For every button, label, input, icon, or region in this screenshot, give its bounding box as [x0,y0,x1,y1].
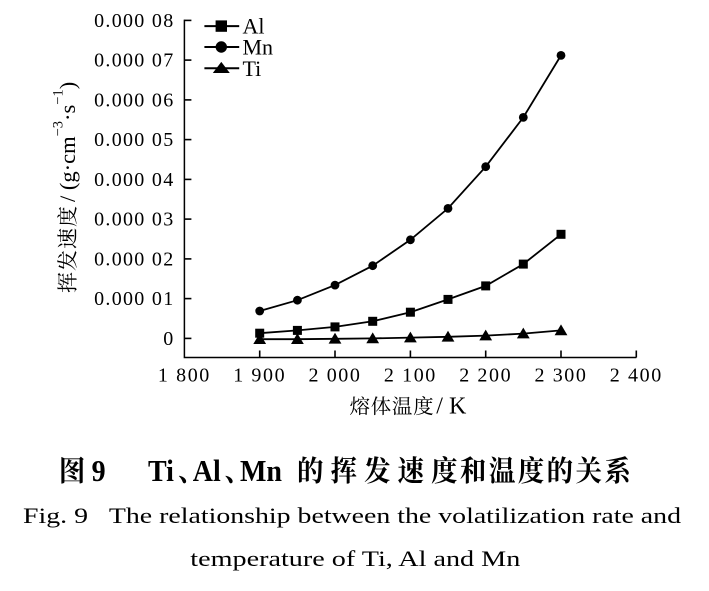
svg-text:Ti: Ti [243,56,262,81]
svg-text:2 100: 2 100 [384,365,437,387]
svg-text:0.000 05: 0.000 05 [94,129,174,151]
svg-text:1 800: 1 800 [158,365,211,387]
svg-text:temperature of Ti, Al and Mn: temperature of Ti, Al and Mn [190,546,520,571]
svg-text:0.000 01: 0.000 01 [94,288,174,310]
svg-text:0.000 03: 0.000 03 [94,209,174,231]
svg-text:0.000 04: 0.000 04 [94,169,174,191]
svg-text:9: 9 [92,455,106,488]
svg-text:2 000: 2 000 [309,365,362,387]
svg-text:2 400: 2 400 [610,365,663,387]
svg-text:0.000 02: 0.000 02 [94,249,174,271]
svg-text:0: 0 [163,328,174,350]
svg-text:2 200: 2 200 [459,365,512,387]
svg-text:1 900: 1 900 [233,365,286,387]
svg-text:/ K: / K [436,394,467,420]
svg-text:2 300: 2 300 [535,365,588,387]
svg-text:Mn: Mn [243,35,274,60]
svg-text:Fig. 9 The relationship betw: Fig. 9 The relationship between the vola… [23,503,681,528]
svg-text:Al: Al [243,14,265,39]
svg-text:0.000 07: 0.000 07 [94,50,174,72]
svg-text:0.000 06: 0.000 06 [94,90,174,112]
svg-text:0.000 08: 0.000 08 [94,10,174,32]
svg-text:Al: Al [193,455,221,488]
svg-text:Mn: Mn [240,455,282,488]
svg-text:Ti: Ti [148,455,174,488]
svg-text:/ (g·cm−3·s−1): / (g·cm−3·s−1) [51,82,81,202]
